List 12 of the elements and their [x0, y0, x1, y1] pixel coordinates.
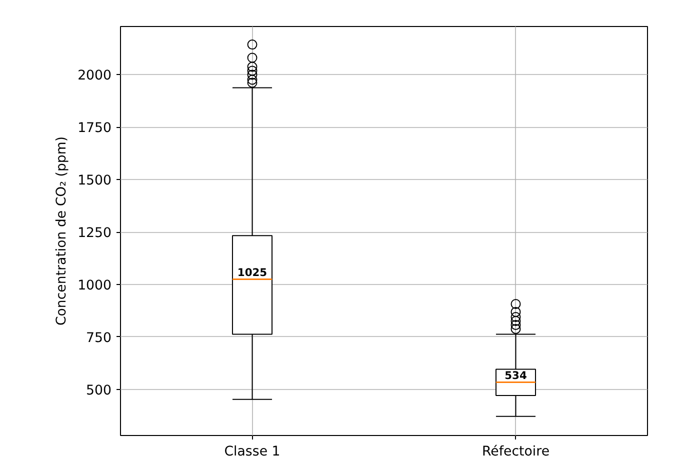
y-tick-label: 500	[86, 383, 112, 398]
y-tick-label: 1750	[78, 121, 112, 136]
annotation: 534	[504, 369, 527, 382]
y-tick-label: 2000	[78, 68, 112, 84]
y-tick-label: 750	[86, 330, 112, 346]
y-tick-label: 1500	[78, 174, 112, 189]
y-tick-label: 1250	[78, 226, 112, 242]
x-tick-label: Réfectoire	[482, 444, 550, 460]
annotation: 1025	[237, 266, 268, 280]
y-axis-title: Concentration de CO₂ (ppm)	[54, 136, 70, 326]
x-tick-label: Classe 1	[224, 444, 280, 460]
y-tick-label: 1000	[78, 278, 112, 294]
